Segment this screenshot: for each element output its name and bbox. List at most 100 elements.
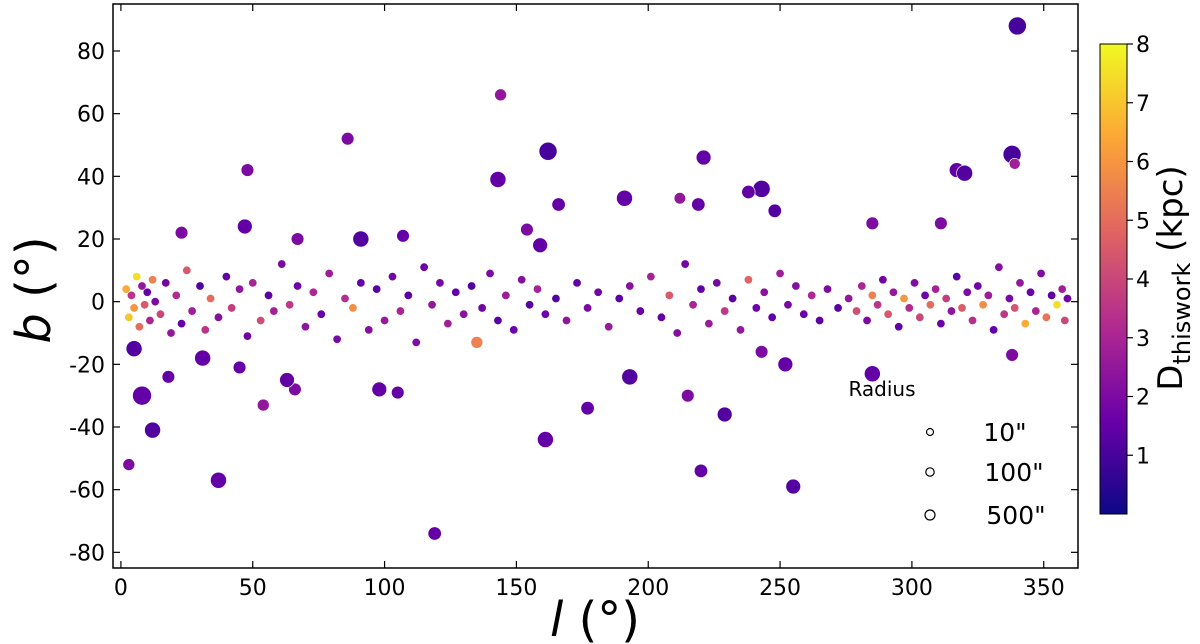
- plot-frame: [112, 3, 1079, 569]
- data-point: [372, 284, 382, 294]
- data-point: [572, 278, 582, 288]
- colorbar-tick-label: 4: [1136, 268, 1150, 293]
- data-point: [195, 281, 205, 291]
- data-point: [525, 300, 535, 310]
- data-point: [316, 309, 326, 319]
- data-point: [537, 431, 554, 448]
- size-legend: Radius 10" 100" 500": [848, 377, 1045, 530]
- y-tick-label: -40: [69, 416, 105, 441]
- data-point: [540, 309, 550, 319]
- data-point: [999, 309, 1009, 319]
- data-point: [427, 526, 442, 541]
- data-point: [580, 401, 595, 416]
- data-point: [1057, 284, 1067, 294]
- x-axis-label-unit: (°): [563, 592, 640, 644]
- data-point: [494, 88, 507, 102]
- data-point: [509, 325, 519, 335]
- data-point: [443, 319, 453, 329]
- data-point: [775, 268, 785, 278]
- data-point: [371, 381, 388, 398]
- data-point: [857, 281, 867, 291]
- data-point: [403, 290, 413, 300]
- data-point: [604, 322, 614, 332]
- data-point: [696, 284, 706, 294]
- data-point: [122, 458, 136, 471]
- y-axis: -80 -60 -40 -20 0 20 40 60 80: [69, 40, 1078, 566]
- data-point: [210, 471, 227, 489]
- data-point: [728, 294, 738, 304]
- data-point: [899, 294, 909, 304]
- data-point: [833, 303, 843, 313]
- x-tick-label: 200: [627, 576, 669, 601]
- colorbar-label: Dthiswork (kpc): [1151, 165, 1196, 390]
- data-point: [538, 141, 558, 161]
- data-point: [194, 349, 211, 367]
- x-tick-label: 300: [891, 576, 933, 601]
- data-point: [736, 325, 746, 335]
- data-point: [865, 216, 880, 230]
- y-axis-label-unit: (°): [6, 236, 62, 313]
- data-point: [144, 421, 161, 439]
- data-point: [1015, 278, 1025, 288]
- data-point: [785, 478, 801, 495]
- size-legend-marker-100: [925, 467, 935, 477]
- data-point: [888, 287, 898, 297]
- data-point: [134, 322, 144, 332]
- data-point: [489, 171, 507, 188]
- data-point: [561, 315, 571, 325]
- data-point: [1026, 287, 1036, 297]
- size-legend-marker-500: [924, 509, 936, 521]
- data-point: [126, 290, 136, 300]
- data-point: [783, 300, 793, 310]
- data-point: [269, 306, 279, 316]
- x-tick-label: 50: [239, 576, 267, 601]
- data-point: [470, 336, 484, 349]
- colorbar-label-sub: thiswork: [1168, 263, 1196, 365]
- data-point: [968, 315, 978, 325]
- y-tick-label: 0: [91, 291, 105, 316]
- data-point: [915, 312, 925, 322]
- data-point: [129, 303, 139, 313]
- data-point: [1060, 315, 1070, 325]
- size-legend-marker-10: [925, 427, 935, 437]
- data-point: [279, 372, 295, 388]
- colorbar-tick-label: 2: [1136, 386, 1150, 411]
- data-point: [340, 132, 355, 146]
- data-point: [925, 300, 935, 310]
- data-point: [340, 294, 350, 304]
- data-point: [583, 303, 593, 313]
- data-point: [894, 322, 904, 332]
- data-point: [206, 294, 216, 304]
- data-point: [973, 281, 983, 291]
- data-point: [791, 281, 801, 291]
- data-point: [777, 356, 794, 373]
- data-point: [248, 278, 258, 288]
- data-point: [656, 312, 666, 322]
- data-point: [862, 315, 872, 325]
- data-point: [380, 315, 390, 325]
- data-point: [520, 222, 534, 237]
- data-point: [324, 268, 334, 278]
- data-point: [716, 406, 733, 423]
- data-point: [332, 334, 342, 344]
- data-point: [1020, 319, 1030, 329]
- data-point: [493, 315, 503, 325]
- data-point: [867, 290, 877, 300]
- data-point: [240, 163, 255, 177]
- data-point: [1008, 16, 1027, 36]
- data-point: [427, 300, 437, 310]
- data-point: [227, 303, 237, 313]
- data-point: [704, 319, 714, 329]
- colorbar-tick-label: 8: [1136, 33, 1150, 58]
- data-point: [124, 312, 134, 322]
- colorbar-label-unit: (kpc): [1151, 165, 1191, 262]
- data-point: [720, 306, 730, 316]
- x-axis-label: l (°): [550, 592, 640, 644]
- data-point: [142, 287, 152, 297]
- data-point: [712, 278, 722, 288]
- data-point: [277, 259, 287, 269]
- data-point: [161, 278, 171, 288]
- data-point: [989, 325, 999, 335]
- data-point: [688, 300, 698, 310]
